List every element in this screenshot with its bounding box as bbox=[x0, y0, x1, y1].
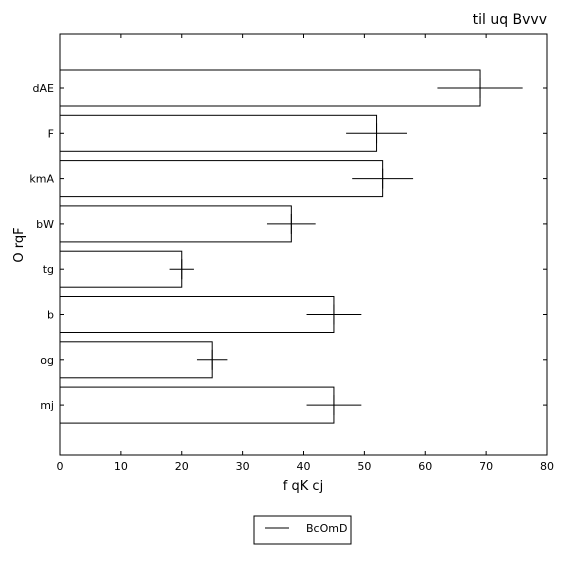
legend: BcOmD bbox=[254, 516, 351, 544]
y-tick-label-mj: mj bbox=[40, 399, 54, 412]
x-tick-label-50: 50 bbox=[357, 460, 371, 473]
bar-og bbox=[60, 342, 212, 378]
x-tick-label-10: 10 bbox=[114, 460, 128, 473]
y-axis-label: O rqF bbox=[12, 227, 27, 262]
x-tick-label-30: 30 bbox=[236, 460, 250, 473]
bar-tg bbox=[60, 251, 182, 287]
chart-title: til uq Bvvv bbox=[473, 12, 547, 28]
y-tick-label-og: og bbox=[40, 354, 54, 367]
legend-label: BcOmD bbox=[306, 522, 347, 535]
bar-dAE bbox=[60, 70, 480, 106]
x-tick-label-20: 20 bbox=[175, 460, 189, 473]
x-tick-label-0: 0 bbox=[57, 460, 64, 473]
x-axis-label: f qK cj bbox=[283, 479, 323, 494]
y-tick-label-dAE: dAE bbox=[33, 82, 55, 95]
y-tick-label-bW: bW bbox=[36, 218, 54, 231]
bar-b bbox=[60, 297, 334, 333]
x-tick-label-40: 40 bbox=[297, 460, 311, 473]
y-tick-label-b: b bbox=[47, 309, 54, 322]
bar-kmA bbox=[60, 161, 383, 197]
x-tick-label-70: 70 bbox=[479, 460, 493, 473]
y-tick-label-F: F bbox=[48, 127, 54, 140]
x-tick-label-60: 60 bbox=[418, 460, 432, 473]
bar-bW bbox=[60, 206, 291, 242]
y-tick-label-kmA: kmA bbox=[29, 173, 54, 186]
bar-mj bbox=[60, 387, 334, 423]
y-tick-label-tg: tg bbox=[43, 263, 54, 276]
bar-F bbox=[60, 115, 377, 151]
x-tick-label-80: 80 bbox=[540, 460, 554, 473]
